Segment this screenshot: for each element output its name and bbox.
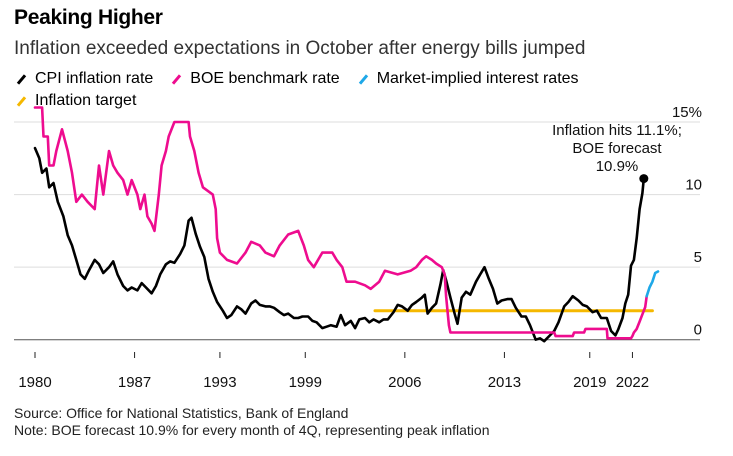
series-line-market: [645, 270, 660, 298]
annotation-text: Inflation hits 11.1%;: [552, 122, 682, 139]
legend-label-target: Inflation target: [35, 92, 137, 109]
legend-item-cpi: CPI inflation rate: [14, 70, 153, 88]
chart-subtitle: Inflation exceeded expectations in Octob…: [14, 38, 586, 59]
series-line-boe: [33, 106, 648, 340]
x-tick-label: 2019: [573, 374, 606, 391]
x-tick-label: 1993: [203, 374, 236, 391]
legend-item-boe: BOE benchmark rate: [169, 70, 340, 88]
legend-label-market: Market-implied interest rates: [376, 70, 579, 87]
x-tick-label: 1980: [18, 374, 51, 391]
note-text: Note: BOE forecast 10.9% for every month…: [14, 422, 490, 438]
x-tick-label: 2006: [388, 374, 421, 391]
chart-title: Peaking Higher: [14, 6, 163, 29]
legend-row-1: CPI inflation rate BOE benchmark rate Ma…: [14, 70, 595, 88]
y-tick-label: 15%: [672, 104, 702, 121]
annotation-text: BOE forecast: [572, 140, 662, 157]
y-tick-label: 0: [694, 322, 702, 339]
x-tick-label: 1999: [289, 374, 322, 391]
legend-label-cpi: CPI inflation rate: [35, 70, 154, 87]
x-tick-label: 1987: [118, 374, 151, 391]
annotation-text: 10.9%: [596, 158, 639, 175]
legend-row-2: Inflation target: [14, 92, 152, 110]
annotation-dot: [639, 174, 649, 184]
legend-item-market: Market-implied interest rates: [356, 70, 579, 88]
legend-label-boe: BOE benchmark rate: [190, 70, 340, 87]
x-tick-label: 2022: [616, 374, 649, 391]
source-text: Source: Office for National Statistics, …: [14, 405, 349, 421]
y-tick-label: 10: [685, 177, 702, 194]
series-line-cpi: [33, 146, 646, 343]
x-tick-label: 2013: [488, 374, 521, 391]
legend-item-target: Inflation target: [14, 92, 136, 110]
y-tick-label: 5: [694, 249, 702, 266]
